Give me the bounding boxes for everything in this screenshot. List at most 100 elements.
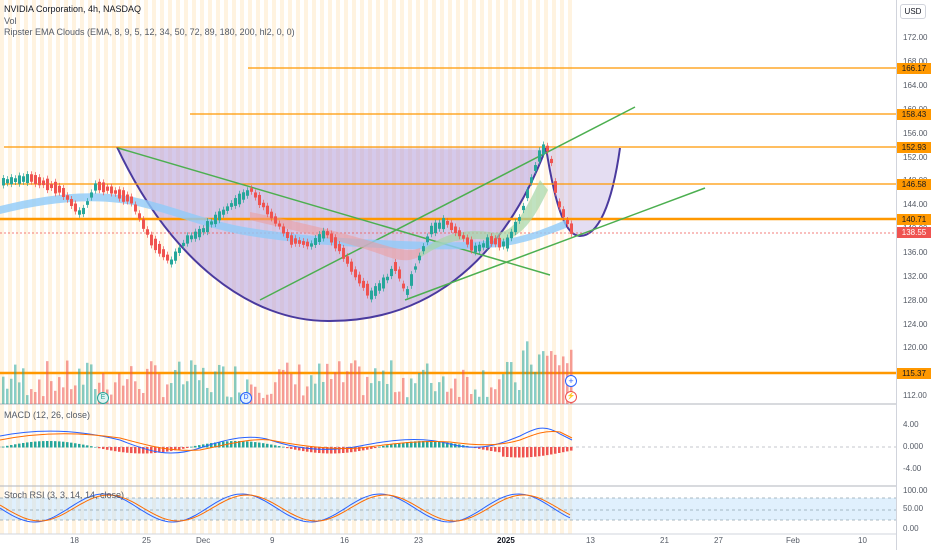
candle-body	[466, 237, 469, 245]
macd-legend[interactable]: MACD (12, 26, close)	[4, 410, 91, 420]
volume-bar	[166, 384, 169, 404]
volume-bar	[206, 387, 209, 404]
volume-bar	[518, 390, 521, 404]
volume-bar	[258, 392, 261, 404]
macd-hist-bar	[446, 442, 449, 448]
macd-hist-bar	[190, 446, 193, 448]
macd-hist-bar	[122, 447, 125, 453]
candle-body	[318, 234, 321, 242]
macd-hist-bar	[298, 447, 301, 451]
macd-hist-bar	[378, 446, 381, 448]
macd-hist-bar	[366, 447, 369, 450]
dividend-marker[interactable]: D	[240, 392, 252, 404]
macd-tick: 4.00	[903, 420, 919, 429]
candle-body	[186, 235, 189, 244]
volume-bar	[318, 363, 321, 404]
macd-hist-bar	[550, 447, 553, 455]
chart-canvas[interactable]	[0, 0, 896, 550]
macd-hist-bar	[182, 447, 185, 449]
volume-bar	[130, 366, 133, 404]
macd-hist-bar	[26, 442, 29, 448]
candle-body	[530, 177, 533, 183]
candle-body	[26, 174, 29, 183]
candle-body	[506, 237, 509, 249]
macd-hist-bar	[30, 441, 33, 448]
macd-hist-bar	[282, 446, 285, 448]
volume-bar	[366, 376, 369, 404]
macd-hist-bar	[314, 447, 317, 453]
macd-hist-bar	[210, 443, 213, 448]
price-tick: 120.00	[903, 343, 928, 352]
trendline-lower-channel[interactable]	[404, 187, 706, 301]
macd-hist-bar	[534, 447, 537, 457]
macd-hist-bar	[302, 447, 305, 452]
time-tick: Dec	[196, 536, 211, 545]
symbol-legend[interactable]: NVIDIA Corporation, 4h, NASDAQ	[4, 4, 142, 14]
volume-bar	[418, 373, 421, 404]
trendline-descending[interactable]	[117, 147, 551, 276]
candle-body	[438, 222, 441, 229]
time-tick: 18	[70, 536, 79, 545]
macd-hist-bar	[310, 447, 313, 453]
macd-hist-bar	[146, 447, 149, 454]
candle-body	[354, 269, 357, 278]
level-price-badge[interactable]: 166.17	[897, 63, 931, 74]
trendline-upper-channel[interactable]	[259, 106, 636, 301]
macd-hist-bar	[422, 441, 425, 448]
volume-bar	[310, 375, 313, 404]
candle-body	[94, 183, 97, 191]
indicator-legend[interactable]: Ripster EMA Clouds (EMA, 8, 9, 5, 12, 34…	[4, 27, 295, 37]
level-price-badge[interactable]: 146.58	[897, 179, 931, 190]
volume-bar	[14, 364, 17, 404]
price-tick: 156.00	[903, 129, 928, 138]
macd-hist-bar	[374, 447, 377, 449]
volume-bar	[410, 378, 413, 404]
volume-bar	[386, 383, 389, 404]
candle-body	[470, 239, 473, 251]
macd-hist-bar	[42, 441, 45, 448]
candle-body	[554, 181, 557, 193]
candle-body	[322, 230, 325, 239]
vol-legend[interactable]: Vol	[4, 16, 17, 26]
volume-bar	[2, 376, 5, 404]
macd-hist-bar	[242, 441, 245, 448]
level-price-badge[interactable]: 140.71	[897, 214, 931, 225]
level-price-badge[interactable]: 152.93	[897, 142, 931, 153]
add-plus-icon[interactable]: +	[565, 375, 577, 387]
candle-body	[154, 238, 157, 251]
volume-bar	[286, 362, 289, 404]
volume-bar	[226, 396, 229, 404]
price-candles[interactable]	[2, 141, 573, 303]
volume-bar	[162, 397, 165, 404]
macd-hist-bar	[34, 441, 37, 448]
split-lightning-icon[interactable]: ⚡	[565, 391, 577, 403]
volume-bar	[302, 395, 305, 404]
volume-bar	[22, 368, 25, 404]
candle-body	[110, 186, 113, 194]
macd-hist-bar	[78, 443, 81, 448]
price-axis[interactable]	[896, 0, 932, 550]
macd-hist-bar	[178, 447, 181, 450]
volume-bar	[510, 362, 513, 404]
earnings-marker[interactable]: E	[97, 392, 109, 404]
candle-body	[446, 220, 449, 225]
level-price-badge[interactable]: 115.37	[897, 368, 931, 379]
volume-bar	[234, 366, 237, 404]
volume-bar	[170, 383, 173, 404]
candle-body	[62, 187, 65, 198]
volume-bar	[306, 386, 309, 404]
volume-bar	[118, 373, 121, 404]
volume-bar	[198, 380, 201, 404]
price-tick: 124.00	[903, 320, 928, 329]
stoch-legend[interactable]: Stoch RSI (3, 3, 14, 14, close)	[4, 490, 125, 500]
volume-bar	[38, 379, 41, 404]
candle-body	[234, 198, 237, 206]
level-price-badge[interactable]: 158.43	[897, 109, 931, 120]
candle-body	[378, 283, 381, 291]
candle-body	[14, 178, 17, 182]
volume-bar	[142, 392, 145, 404]
macd-hist-bar	[390, 444, 393, 448]
volume-bar	[362, 395, 365, 404]
candle-body	[414, 266, 417, 270]
currency-button[interactable]: USD	[900, 4, 926, 19]
